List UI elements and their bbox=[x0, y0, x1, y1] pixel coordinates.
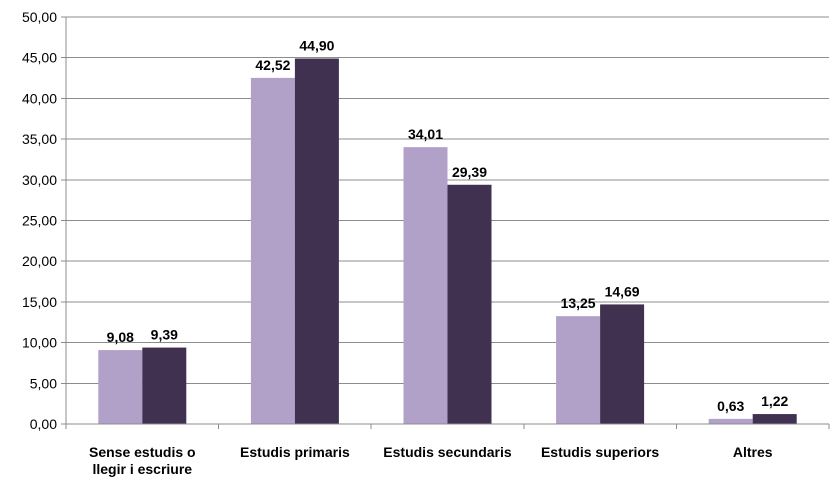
data-label: 0,63 bbox=[717, 398, 744, 414]
y-tick-label: 40,00 bbox=[22, 90, 57, 106]
y-axis: 0,00 5,00 10,00 15,00 20,00 25,00 30,00 35,00 40… bbox=[22, 9, 67, 432]
bar bbox=[250, 77, 295, 424]
bar bbox=[294, 58, 339, 424]
data-label: 44,90 bbox=[299, 38, 334, 54]
bar bbox=[98, 350, 143, 424]
y-tick-label: 50,00 bbox=[22, 9, 57, 25]
x-category-label: Altres bbox=[733, 444, 773, 460]
x-category-label: Sense estudis o llegir i escriure bbox=[89, 444, 196, 477]
bars bbox=[98, 58, 797, 424]
bar bbox=[403, 147, 448, 424]
bar bbox=[708, 418, 753, 424]
bar bbox=[600, 304, 645, 424]
bar bbox=[752, 414, 797, 424]
data-label: 1,22 bbox=[761, 393, 788, 409]
y-tick-label: 25,00 bbox=[22, 213, 57, 229]
y-tick-label: 20,00 bbox=[22, 253, 57, 269]
y-tick-label: 30,00 bbox=[22, 172, 57, 188]
data-labels: 9,08 9,39 42,52 44,90 34,01 29,39 13,25 14,69 0,… bbox=[107, 38, 789, 414]
y-tick-label: 35,00 bbox=[22, 131, 57, 147]
y-tick-label: 15,00 bbox=[22, 294, 57, 310]
x-category-label: Estudis primaris bbox=[240, 444, 350, 460]
x-axis: Sense estudis o llegir i escriure Estudis … bbox=[65, 423, 830, 477]
y-tick-label: 45,00 bbox=[22, 50, 57, 66]
data-label: 14,69 bbox=[605, 283, 640, 299]
y-tick-label: 5,00 bbox=[30, 375, 57, 391]
data-label: 42,52 bbox=[255, 57, 290, 73]
x-category-label: Estudis superiors bbox=[541, 444, 659, 460]
data-label: 13,25 bbox=[561, 295, 596, 311]
data-label: 9,39 bbox=[151, 327, 178, 343]
bar bbox=[556, 316, 601, 424]
data-label: 9,08 bbox=[107, 329, 134, 345]
data-label: 34,01 bbox=[408, 126, 443, 142]
bar bbox=[142, 347, 187, 424]
y-tick-label: 0,00 bbox=[30, 416, 57, 432]
x-category-label: Estudis secundaris bbox=[383, 444, 512, 460]
y-tick-label: 10,00 bbox=[22, 335, 57, 351]
data-label: 29,39 bbox=[452, 164, 487, 180]
bar bbox=[447, 184, 492, 424]
